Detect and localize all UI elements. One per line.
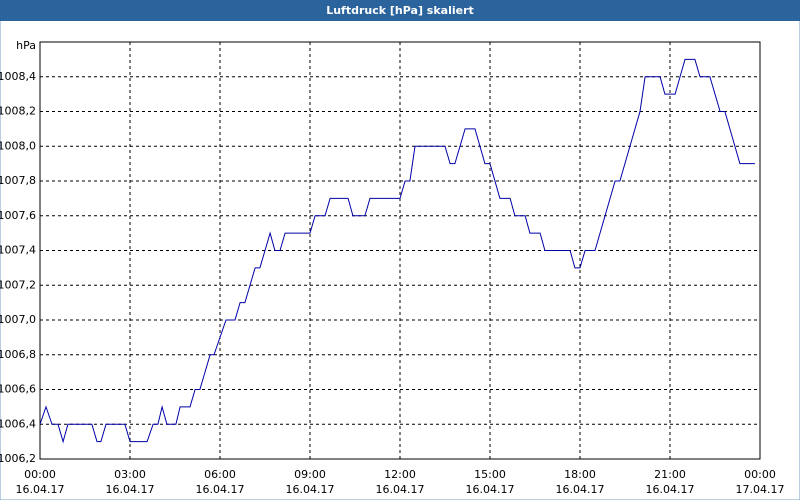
x-tick-label: 00:00 [744,468,776,481]
x-tick-date: 16.04.17 [466,483,515,496]
y-tick-label: 1007,8 [0,174,36,187]
y-tick-label: 1008,4 [0,70,36,83]
x-tick-date: 16.04.17 [556,483,605,496]
y-tick-label: 1006,6 [0,383,36,396]
x-tick-date: 16.04.17 [196,483,245,496]
x-tick-label: 18:00 [564,468,596,481]
x-tick-label: 03:00 [114,468,146,481]
y-axis-label: hPa [16,39,36,52]
title-bar [0,0,800,21]
x-tick-date: 17.04.17 [736,483,785,496]
x-tick-label: 09:00 [294,468,326,481]
x-tick-label: 06:00 [204,468,236,481]
x-tick-label: 00:00 [24,468,56,481]
y-tick-label: 1007,4 [0,244,36,257]
x-tick-date: 16.04.17 [106,483,155,496]
y-tick-label: 1006,4 [0,417,36,430]
x-tick-label: 12:00 [384,468,416,481]
y-tick-label: 1008,2 [0,105,36,118]
chart-title: Luftdruck [hPa] skaliert [326,4,474,17]
x-tick-label: 21:00 [654,468,686,481]
x-tick-date: 16.04.17 [16,483,65,496]
y-tick-label: 1006,8 [0,348,36,361]
x-tick-date: 16.04.17 [646,483,695,496]
y-tick-label: 1006,2 [0,452,36,465]
data-line [39,58,755,444]
y-tick-label: 1007,6 [0,209,36,222]
x-tick-label: 15:00 [474,468,506,481]
y-tick-label: 1007,2 [0,278,36,291]
x-tick-date: 16.04.17 [376,483,425,496]
x-tick-date: 16.04.17 [286,483,335,496]
y-tick-label: 1007,0 [0,313,36,326]
y-tick-label: 1008,0 [0,139,36,152]
